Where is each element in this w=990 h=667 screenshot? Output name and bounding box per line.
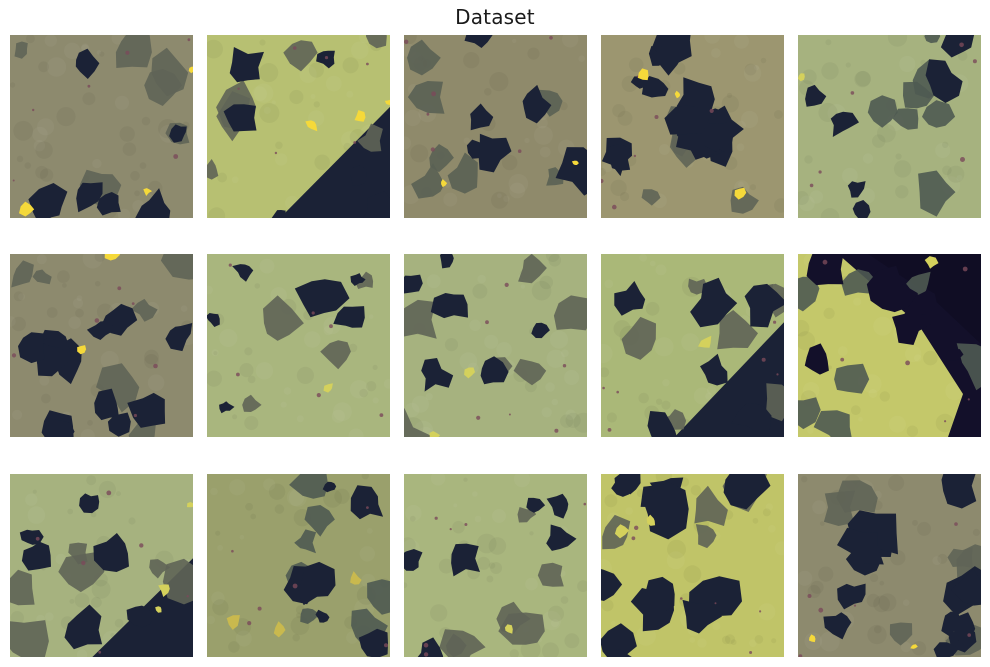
panel-2-2-image bbox=[207, 254, 390, 437]
panel-1-5-image bbox=[798, 35, 981, 218]
panel-1-4 bbox=[601, 35, 784, 218]
panel-3-1 bbox=[10, 474, 193, 657]
panel-2-5 bbox=[798, 254, 981, 437]
panel-3-3 bbox=[404, 474, 587, 657]
panel-1-1-image bbox=[10, 35, 193, 218]
panel-2-4-image bbox=[601, 254, 784, 437]
panel-1-1 bbox=[10, 35, 193, 218]
panel-2-3-image bbox=[404, 254, 587, 437]
panel-2-2 bbox=[207, 254, 390, 437]
figure-title: Dataset bbox=[455, 5, 535, 29]
panel-3-5-image bbox=[798, 474, 981, 657]
panel-3-2 bbox=[207, 474, 390, 657]
panel-3-2-image bbox=[207, 474, 390, 657]
panel-1-5 bbox=[798, 35, 981, 218]
panel-1-3-image bbox=[404, 35, 587, 218]
panel-3-4-image bbox=[601, 474, 784, 657]
panel-1-4-image bbox=[601, 35, 784, 218]
panel-2-5-image bbox=[798, 254, 981, 437]
panel-3-4 bbox=[601, 474, 784, 657]
panel-3-5 bbox=[798, 474, 981, 657]
panel-2-4 bbox=[601, 254, 784, 437]
panel-2-1 bbox=[10, 254, 193, 437]
panel-3-1-image bbox=[10, 474, 193, 657]
panel-1-2 bbox=[207, 35, 390, 218]
panel-1-2-image bbox=[207, 35, 390, 218]
panel-2-1-image bbox=[10, 254, 193, 437]
panel-3-3-image bbox=[404, 474, 587, 657]
panel-2-3 bbox=[404, 254, 587, 437]
panel-1-3 bbox=[404, 35, 587, 218]
